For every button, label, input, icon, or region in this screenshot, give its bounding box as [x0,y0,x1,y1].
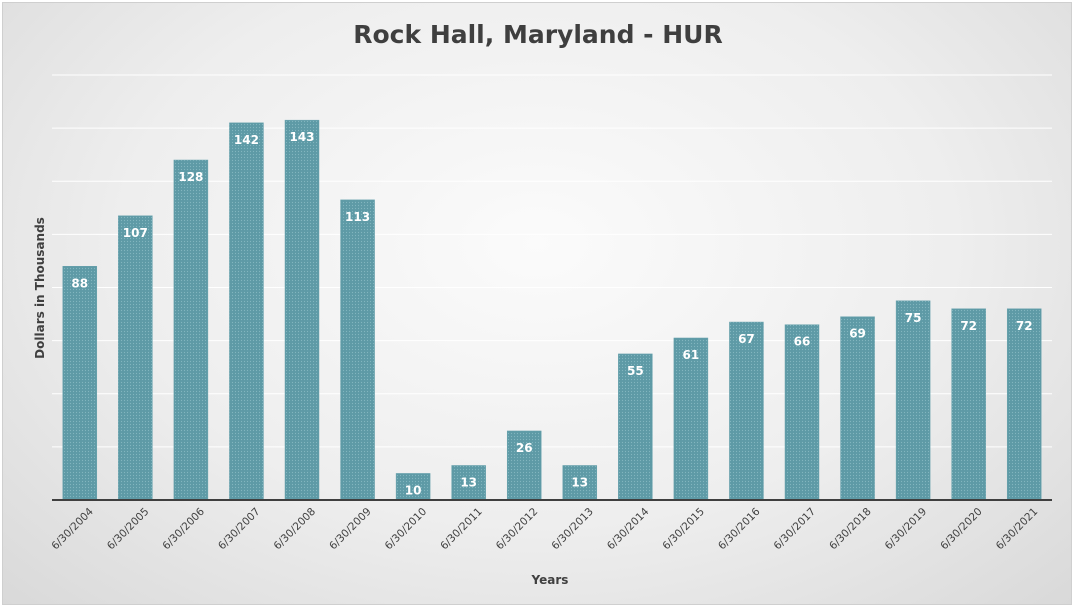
x-tick-label: 6/30/2018 [827,506,874,553]
x-tick-label: 6/30/2015 [660,506,707,553]
bar-group: 113 [340,199,375,501]
data-label: 128 [178,170,203,184]
bar-group: 72 [951,308,986,501]
data-label: 13 [571,475,588,489]
data-label: 107 [123,226,148,240]
bar [340,199,375,501]
chart-title: Rock Hall, Maryland - HUR [353,20,723,49]
data-label: 10 [405,483,422,497]
data-label: 61 [683,348,700,362]
bar [451,465,486,501]
bar [1006,308,1042,501]
x-tick-label: 6/30/2005 [105,506,152,553]
data-label: 55 [627,364,644,378]
bar-group: 13 [562,465,598,501]
bar [62,266,98,501]
x-tick-label: 6/30/2010 [383,506,430,553]
bar-group: 26 [506,430,542,501]
bar [618,353,653,501]
bar-group: 10 [395,473,431,501]
bar-group: 88 [62,266,98,501]
bar [840,316,875,501]
data-label: 88 [71,276,88,290]
x-tick-label: 6/30/2016 [716,505,763,552]
bar [951,308,986,501]
data-label: 143 [289,130,314,144]
x-tick-label: 6/30/2019 [883,506,930,553]
x-tick-label: 6/30/2012 [494,506,541,553]
bar-group: 69 [840,316,875,501]
x-tick-label: 6/30/2006 [160,505,207,552]
bar [118,215,153,501]
data-label: 113 [345,210,370,224]
x-tick-label: 6/30/2014 [605,505,652,552]
bar [506,430,542,501]
bar-group: 142 [229,122,264,501]
bar [729,321,764,501]
data-label: 67 [738,332,755,346]
bar-group: 143 [284,119,320,501]
data-label: 72 [960,319,977,333]
x-tick-label: 6/30/2017 [772,506,819,553]
bar [229,122,264,501]
bar [395,473,431,501]
x-tick-label: 6/30/2009 [327,506,374,553]
bar [784,324,820,501]
data-label: 72 [1016,319,1033,333]
bar [673,337,709,501]
x-tick-label: 6/30/2004 [49,505,96,552]
bar-group: 55 [618,353,653,501]
bar-group: 67 [729,321,764,501]
x-tick-label: 6/30/2007 [216,506,263,553]
x-tick-label: 6/30/2008 [272,506,319,553]
bar-group: 61 [673,337,709,501]
bar-group: 72 [1006,308,1042,501]
data-label: 26 [516,441,533,455]
x-axis-label: Years [531,573,569,587]
bar-group: 66 [784,324,820,501]
x-tick-label: 6/30/2013 [549,506,596,553]
bar [173,159,209,501]
data-label: 13 [460,475,477,489]
data-label: 66 [794,335,811,349]
bar [895,300,931,501]
x-tick-label: 6/30/2020 [938,506,985,553]
bar-group: 107 [118,215,153,501]
bar-group: 128 [173,159,209,501]
bar-group: 75 [895,300,931,501]
data-label: 69 [849,327,866,341]
data-label: 142 [234,133,259,147]
bar-group: 13 [451,465,486,501]
bar [284,119,320,501]
bar [562,465,598,501]
data-label: 75 [905,311,922,325]
x-tick-label: 6/30/2011 [438,506,485,553]
x-tick-label: 6/30/2021 [994,506,1041,553]
